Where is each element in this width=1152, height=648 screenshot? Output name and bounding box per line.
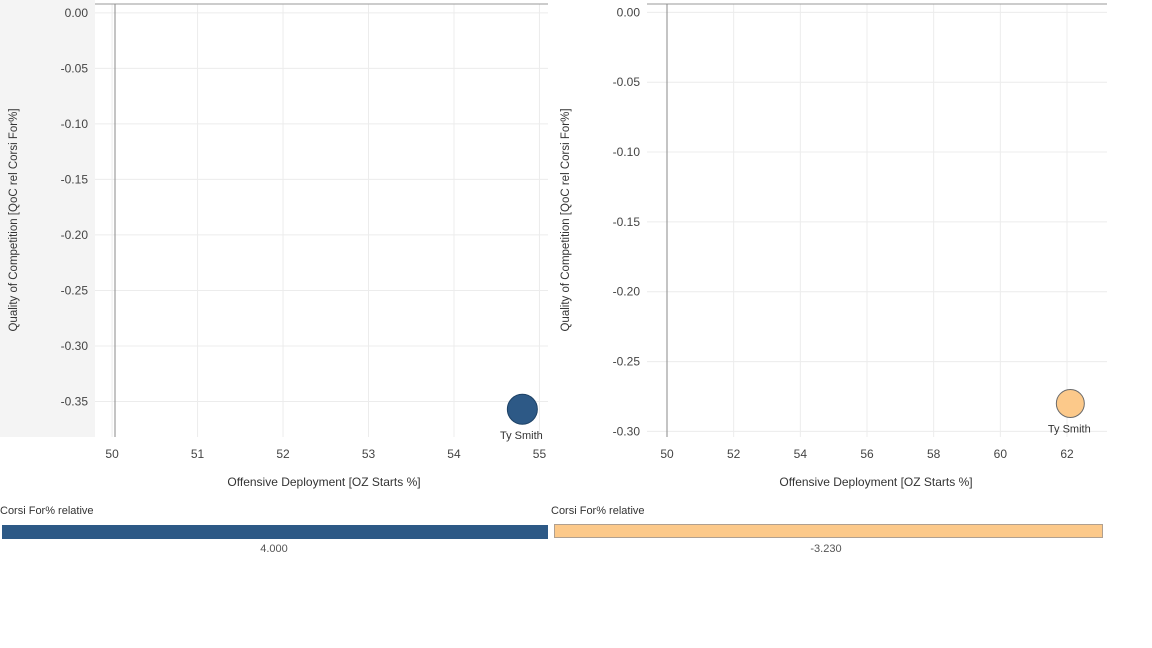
x-tick-label: 62 — [1060, 447, 1074, 461]
y-tick-label: 0.00 — [65, 6, 89, 20]
x-axis-title: Offensive Deployment [OZ Starts %] — [227, 475, 421, 489]
y-tick-label: -0.25 — [613, 355, 641, 369]
legend-color-bar — [2, 525, 548, 539]
y-tick-label: -0.05 — [61, 61, 89, 75]
chart-panel-left: 0.00 -0.05 -0.10 -0.15 -0.20 -0.25 -0.30 -0.35 5… — [0, 0, 552, 648]
x-tick-label: 51 — [191, 447, 205, 461]
data-point-label: Ty Smith — [500, 430, 543, 442]
x-tick-label: 60 — [994, 447, 1008, 461]
y-tick-label: -0.25 — [61, 283, 89, 297]
legend-title: Corsi For% relative — [551, 505, 645, 517]
data-point-label: Ty Smith — [1048, 423, 1091, 435]
chart-panel-right: 0.00 -0.05 -0.10 -0.15 -0.20 -0.25 -0.30 50 52 54… — [551, 0, 1152, 648]
y-tick-label: -0.30 — [613, 424, 641, 438]
data-point — [1055, 388, 1085, 418]
legend-color-bar — [554, 524, 1103, 538]
x-tick-label: 54 — [794, 447, 808, 461]
x-tick-label: 55 — [533, 447, 547, 461]
x-tick-label: 52 — [727, 447, 741, 461]
x-tick-label: 54 — [447, 447, 461, 461]
y-tick-label: -0.10 — [613, 145, 641, 159]
x-tick-label: 58 — [927, 447, 941, 461]
y-tick-label: -0.15 — [613, 215, 641, 229]
x-tick-label: 50 — [660, 447, 674, 461]
x-tick-label: 53 — [362, 447, 376, 461]
y-axis-title: Quality of Competition [QoC rel Corsi Fo… — [560, 108, 572, 332]
y-axis-background — [0, 0, 95, 437]
y-tick-label: -0.10 — [61, 117, 89, 131]
y-tick-label: -0.30 — [61, 339, 89, 353]
y-axis-title: Quality of Competition [QoC rel Corsi Fo… — [8, 108, 20, 332]
x-tick-label: 56 — [860, 447, 874, 461]
x-axis-title: Offensive Deployment [OZ Starts %] — [779, 475, 973, 489]
y-tick-label: -0.05 — [613, 75, 641, 89]
data-point — [506, 393, 538, 425]
y-tick-label: 0.00 — [617, 5, 641, 19]
y-tick-label: -0.20 — [61, 228, 89, 242]
legend-title: Corsi For% relative — [0, 505, 94, 517]
legend-value: 4.000 — [260, 543, 288, 555]
y-tick-label: -0.15 — [61, 172, 89, 186]
scatter-plot-left: 0.00 -0.05 -0.10 -0.15 -0.20 -0.25 -0.30 -0.35 5… — [61, 3, 548, 461]
x-tick-label: 50 — [105, 447, 119, 461]
y-tick-label: -0.35 — [61, 394, 89, 408]
x-tick-label: 52 — [276, 447, 290, 461]
legend-value: -3.230 — [810, 543, 842, 555]
scatter-plot-right: 0.00 -0.05 -0.10 -0.15 -0.20 -0.25 -0.30 50 52 54… — [613, 3, 1107, 461]
y-tick-label: -0.20 — [613, 285, 641, 299]
